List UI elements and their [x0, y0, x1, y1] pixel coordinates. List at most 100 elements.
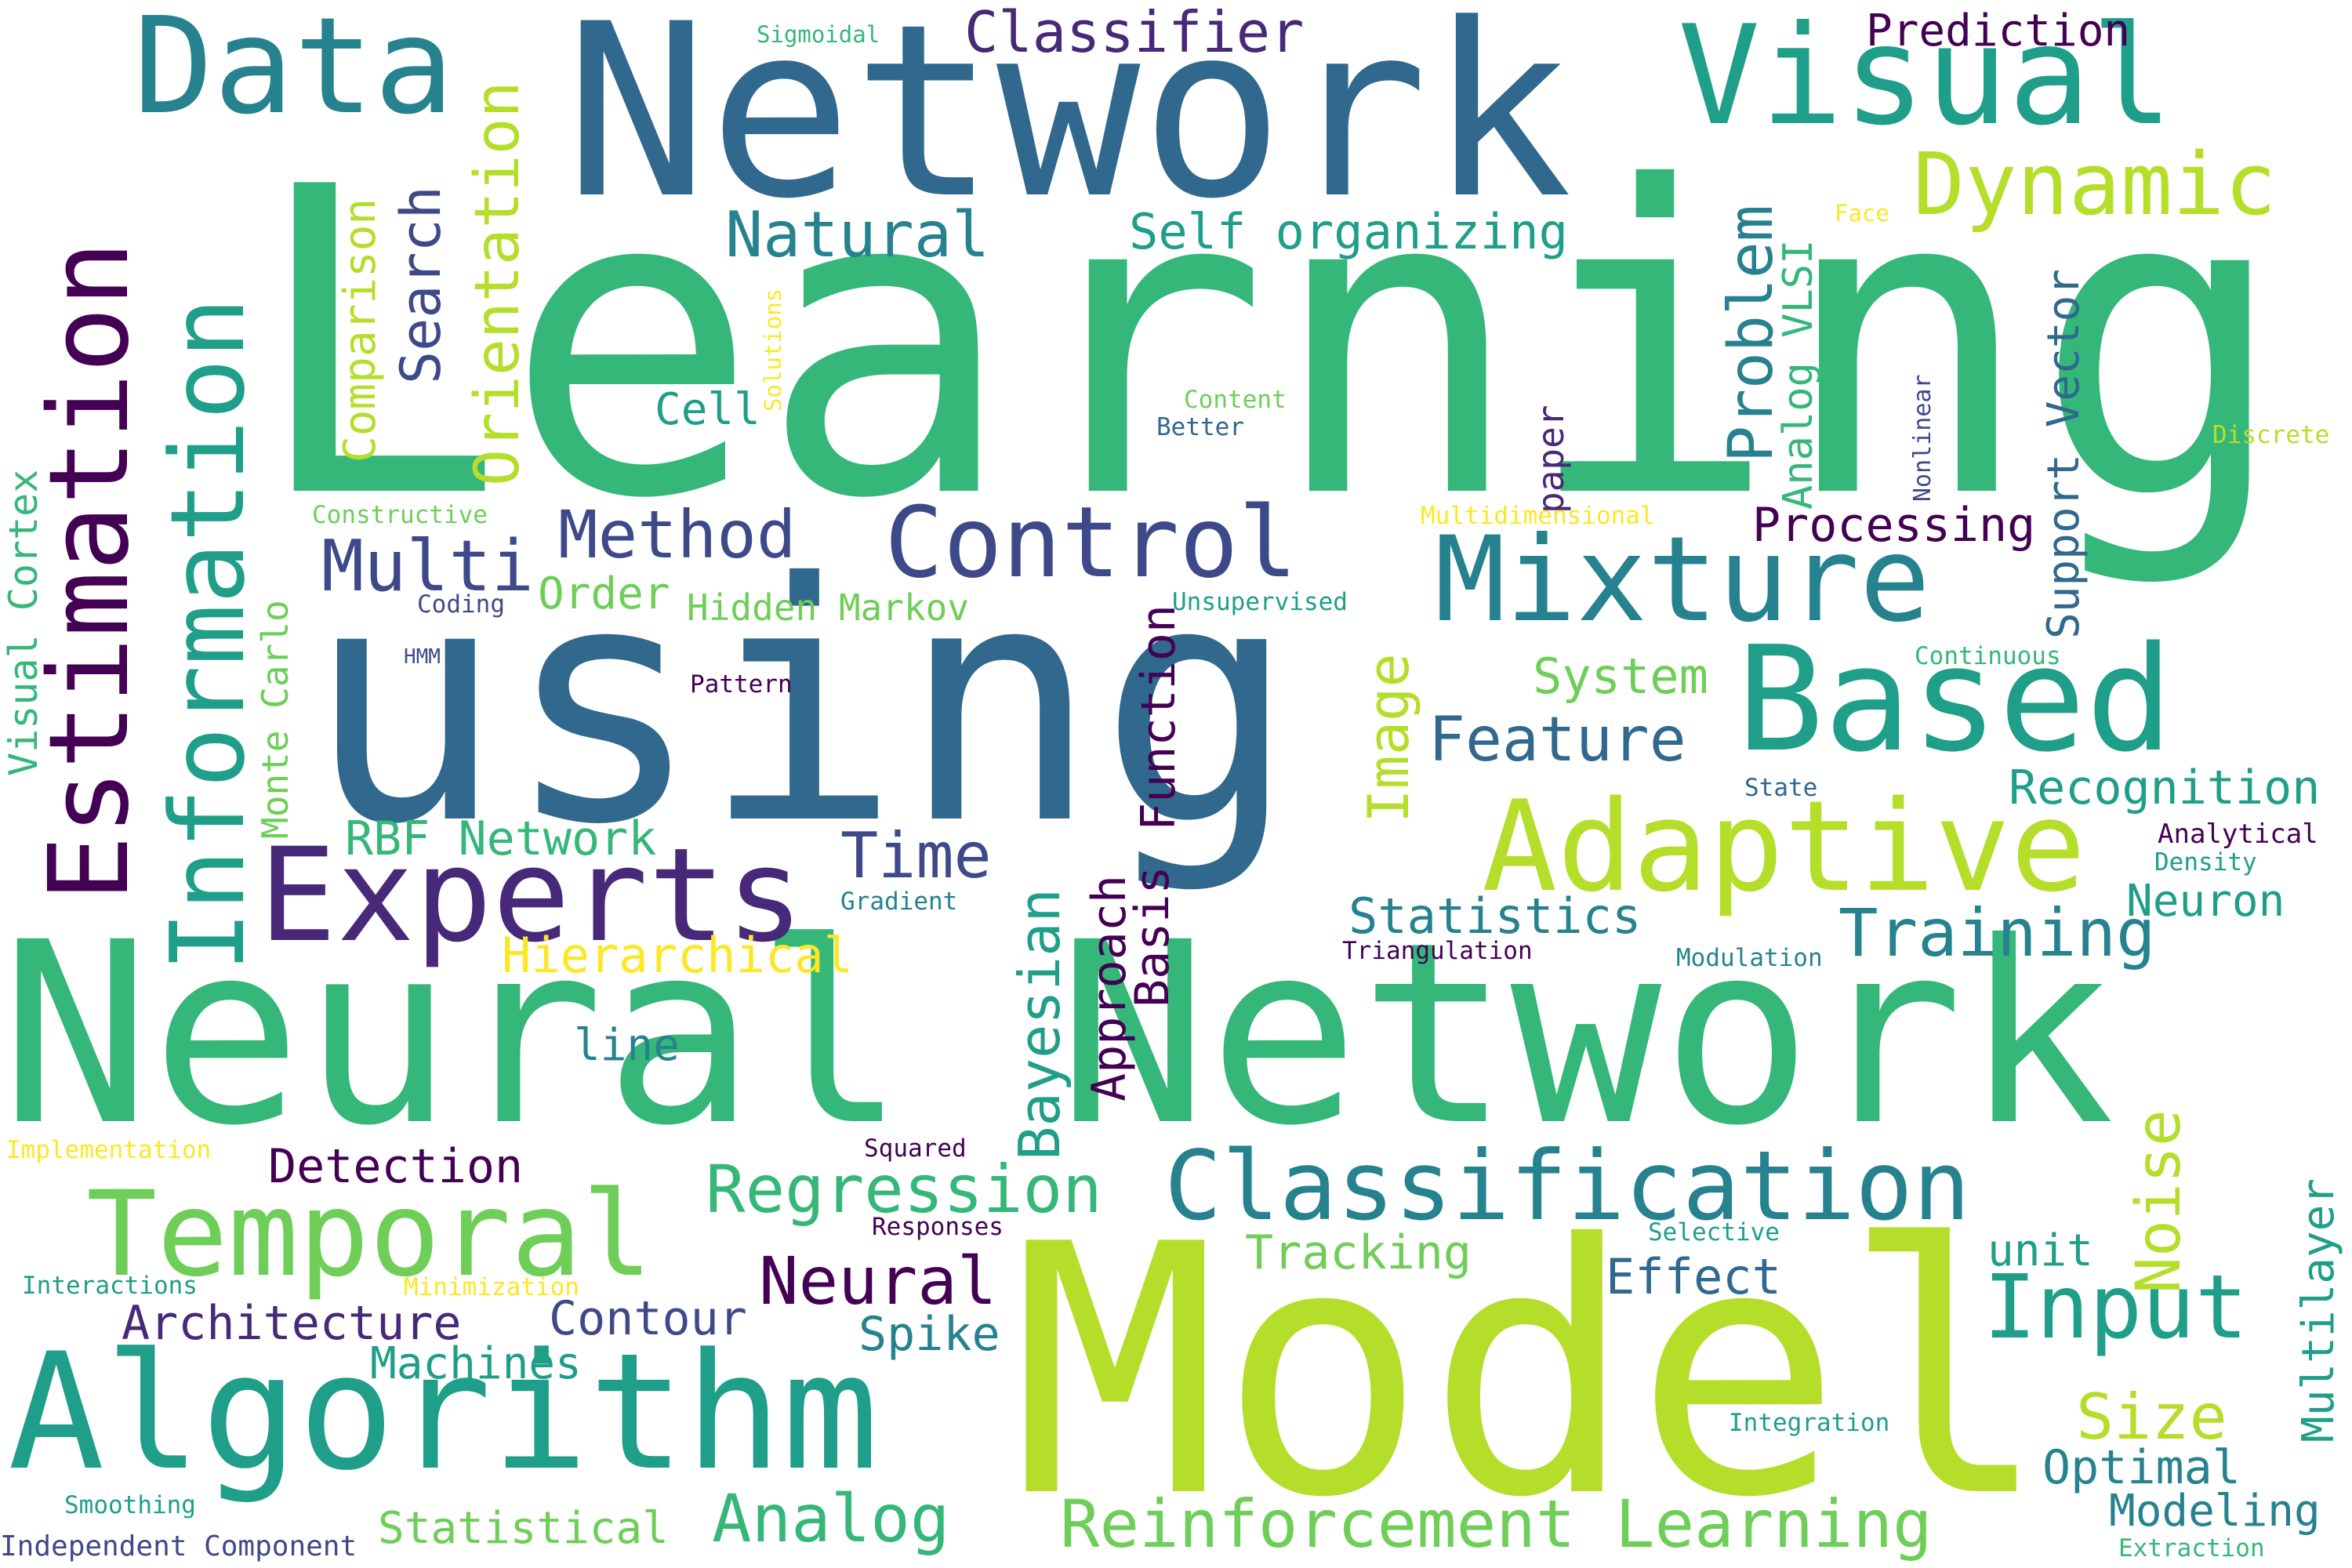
word-classifier: Classifier: [964, 0, 1305, 65]
word-continuous: Continuous: [1915, 642, 2061, 670]
word-support-vector: Support Vector: [2038, 268, 2089, 639]
word-system: System: [1533, 648, 1708, 705]
word-hidden-markov: Hidden Markov: [687, 586, 970, 629]
word-triangulation: Triangulation: [1342, 937, 1533, 965]
word-contour: Contour: [549, 1291, 747, 1346]
word-analytical: Analytical: [2158, 818, 2318, 850]
word-classification: Classification: [1164, 1131, 1971, 1242]
word-better: Better: [1156, 413, 1244, 441]
word-bayesian: Bayesian: [1007, 888, 1073, 1160]
word-solutions: Solutions: [760, 288, 786, 412]
word-monte-carlo: Monte Carlo: [254, 600, 296, 839]
word-function: Function: [1131, 604, 1186, 831]
word-method: Method: [558, 496, 797, 573]
word-discrete: Discrete: [2212, 421, 2330, 449]
word-sigmoidal: Sigmoidal: [757, 21, 880, 48]
word-reinforcement-learning: Reinforcement Learning: [1060, 1486, 1933, 1563]
word-multilayer: Multilayer: [2293, 1178, 2344, 1443]
word-modulation: Modulation: [1676, 944, 1823, 972]
word-line: line: [574, 1020, 680, 1071]
word-natural: Natural: [725, 198, 990, 271]
word-information: Information: [148, 297, 267, 972]
word-independent-component: Independent Component: [0, 1530, 358, 1563]
word-selective: Selective: [1648, 1218, 1780, 1247]
word-learning: Learning: [249, 99, 2288, 591]
word-basis: Basis: [1125, 866, 1180, 1007]
word-time: Time: [840, 819, 992, 892]
word-regression: Regression: [706, 1151, 1102, 1228]
word-multi: Multi: [321, 525, 534, 608]
word-neuron: Neuron: [2126, 876, 2285, 927]
word-spike: Spike: [858, 1307, 1000, 1362]
word-algorithm: Algorithm: [8, 1319, 879, 1506]
word-machines: Machines: [370, 1338, 582, 1389]
word-minimization: Minimization: [404, 1273, 579, 1301]
word-detection: Detection: [268, 1139, 524, 1194]
word-statistical: Statistical: [378, 1503, 669, 1554]
word-experts: Experts: [259, 820, 804, 971]
word-visual-cortex: Visual Cortex: [1, 469, 46, 776]
word-model: Model: [1011, 1171, 2050, 1568]
word-analog: Analog: [712, 1480, 950, 1557]
word-problem: Problem: [1716, 205, 1787, 463]
word-rbf-network: RBF Network: [345, 811, 657, 866]
word-training: Training: [1838, 895, 2156, 971]
word-size: Size: [2076, 1381, 2227, 1454]
word-tracking: Tracking: [1245, 1225, 1472, 1280]
word-architecture: Architecture: [122, 1296, 462, 1351]
word-orientation: Orientation: [463, 81, 533, 486]
word-nonlinear: Nonlinear: [1909, 374, 1936, 502]
word-unit: unit: [1987, 1225, 2093, 1276]
word-input: Input: [1984, 1257, 2249, 1359]
word-dynamic: Dynamic: [1913, 134, 2277, 234]
word-neural: Neural: [759, 1243, 997, 1319]
word-statistics: Statistics: [1348, 887, 1642, 945]
word-prediction: Prediction: [1866, 5, 2131, 56]
word-interactions: Interactions: [22, 1272, 198, 1300]
word-hmm: HMM: [404, 645, 441, 669]
word-effect: Effect: [1606, 1248, 1781, 1305]
word-control: Control: [884, 486, 1298, 600]
word-search: Search: [389, 186, 453, 384]
word-hierarchical: Hierarchical: [502, 927, 853, 984]
word-state: State: [1744, 774, 1818, 802]
word-modeling: Modeling: [2109, 1486, 2321, 1537]
word-network-top: Network: [564, 0, 1573, 251]
word-using: using: [306, 514, 1298, 897]
word-order: Order: [538, 568, 670, 619]
word-recognition: Recognition: [2009, 760, 2321, 815]
word-face: Face: [1835, 200, 1889, 227]
word-cell: Cell: [655, 384, 760, 435]
word-unsupervised: Unsupervised: [1172, 588, 1348, 616]
word-smoothing: Smoothing: [64, 1491, 196, 1519]
word-estimation: Estimation: [26, 241, 154, 902]
word-data: Data: [133, 0, 455, 144]
word-extraction: Extraction: [2118, 1534, 2265, 1563]
word-content: Content: [1184, 386, 1287, 414]
word-implementation: Implementation: [6, 1136, 212, 1164]
word-image: Image: [1356, 653, 1421, 823]
word-feature: Feature: [1428, 705, 1686, 775]
word-optimal: Optimal: [2042, 1440, 2241, 1495]
word-analog-vlsi: Analog VLSI: [1775, 239, 1822, 510]
word-mixture: Mixture: [1435, 512, 1931, 648]
word-processing: Processing: [1752, 498, 2036, 553]
word-constructive: Constructive: [312, 501, 488, 529]
word-pattern: Pattern: [690, 670, 793, 699]
word-density: Density: [2154, 848, 2257, 877]
word-neural-network: Neural Network: [0, 889, 2115, 1181]
word-based: Based: [1737, 615, 2173, 784]
word-comparison: Comparison: [335, 198, 386, 463]
word-visual: Visual: [1678, 0, 2174, 156]
word-coding: Coding: [417, 590, 505, 619]
word-adaptive: Adaptive: [1482, 773, 2086, 920]
word-paper: paper: [1530, 405, 1572, 514]
word-integration: Integration: [1729, 1409, 1890, 1437]
word-responses: Responses: [872, 1213, 1004, 1241]
word-multidimensional: Multidimensional: [1421, 502, 1655, 530]
word-self-organizing: Self organizing: [1129, 203, 1568, 260]
word-squared: Squared: [864, 1134, 967, 1163]
word-gradient: Gradient: [840, 887, 958, 916]
word-temporal: Temporal: [86, 1167, 653, 1303]
